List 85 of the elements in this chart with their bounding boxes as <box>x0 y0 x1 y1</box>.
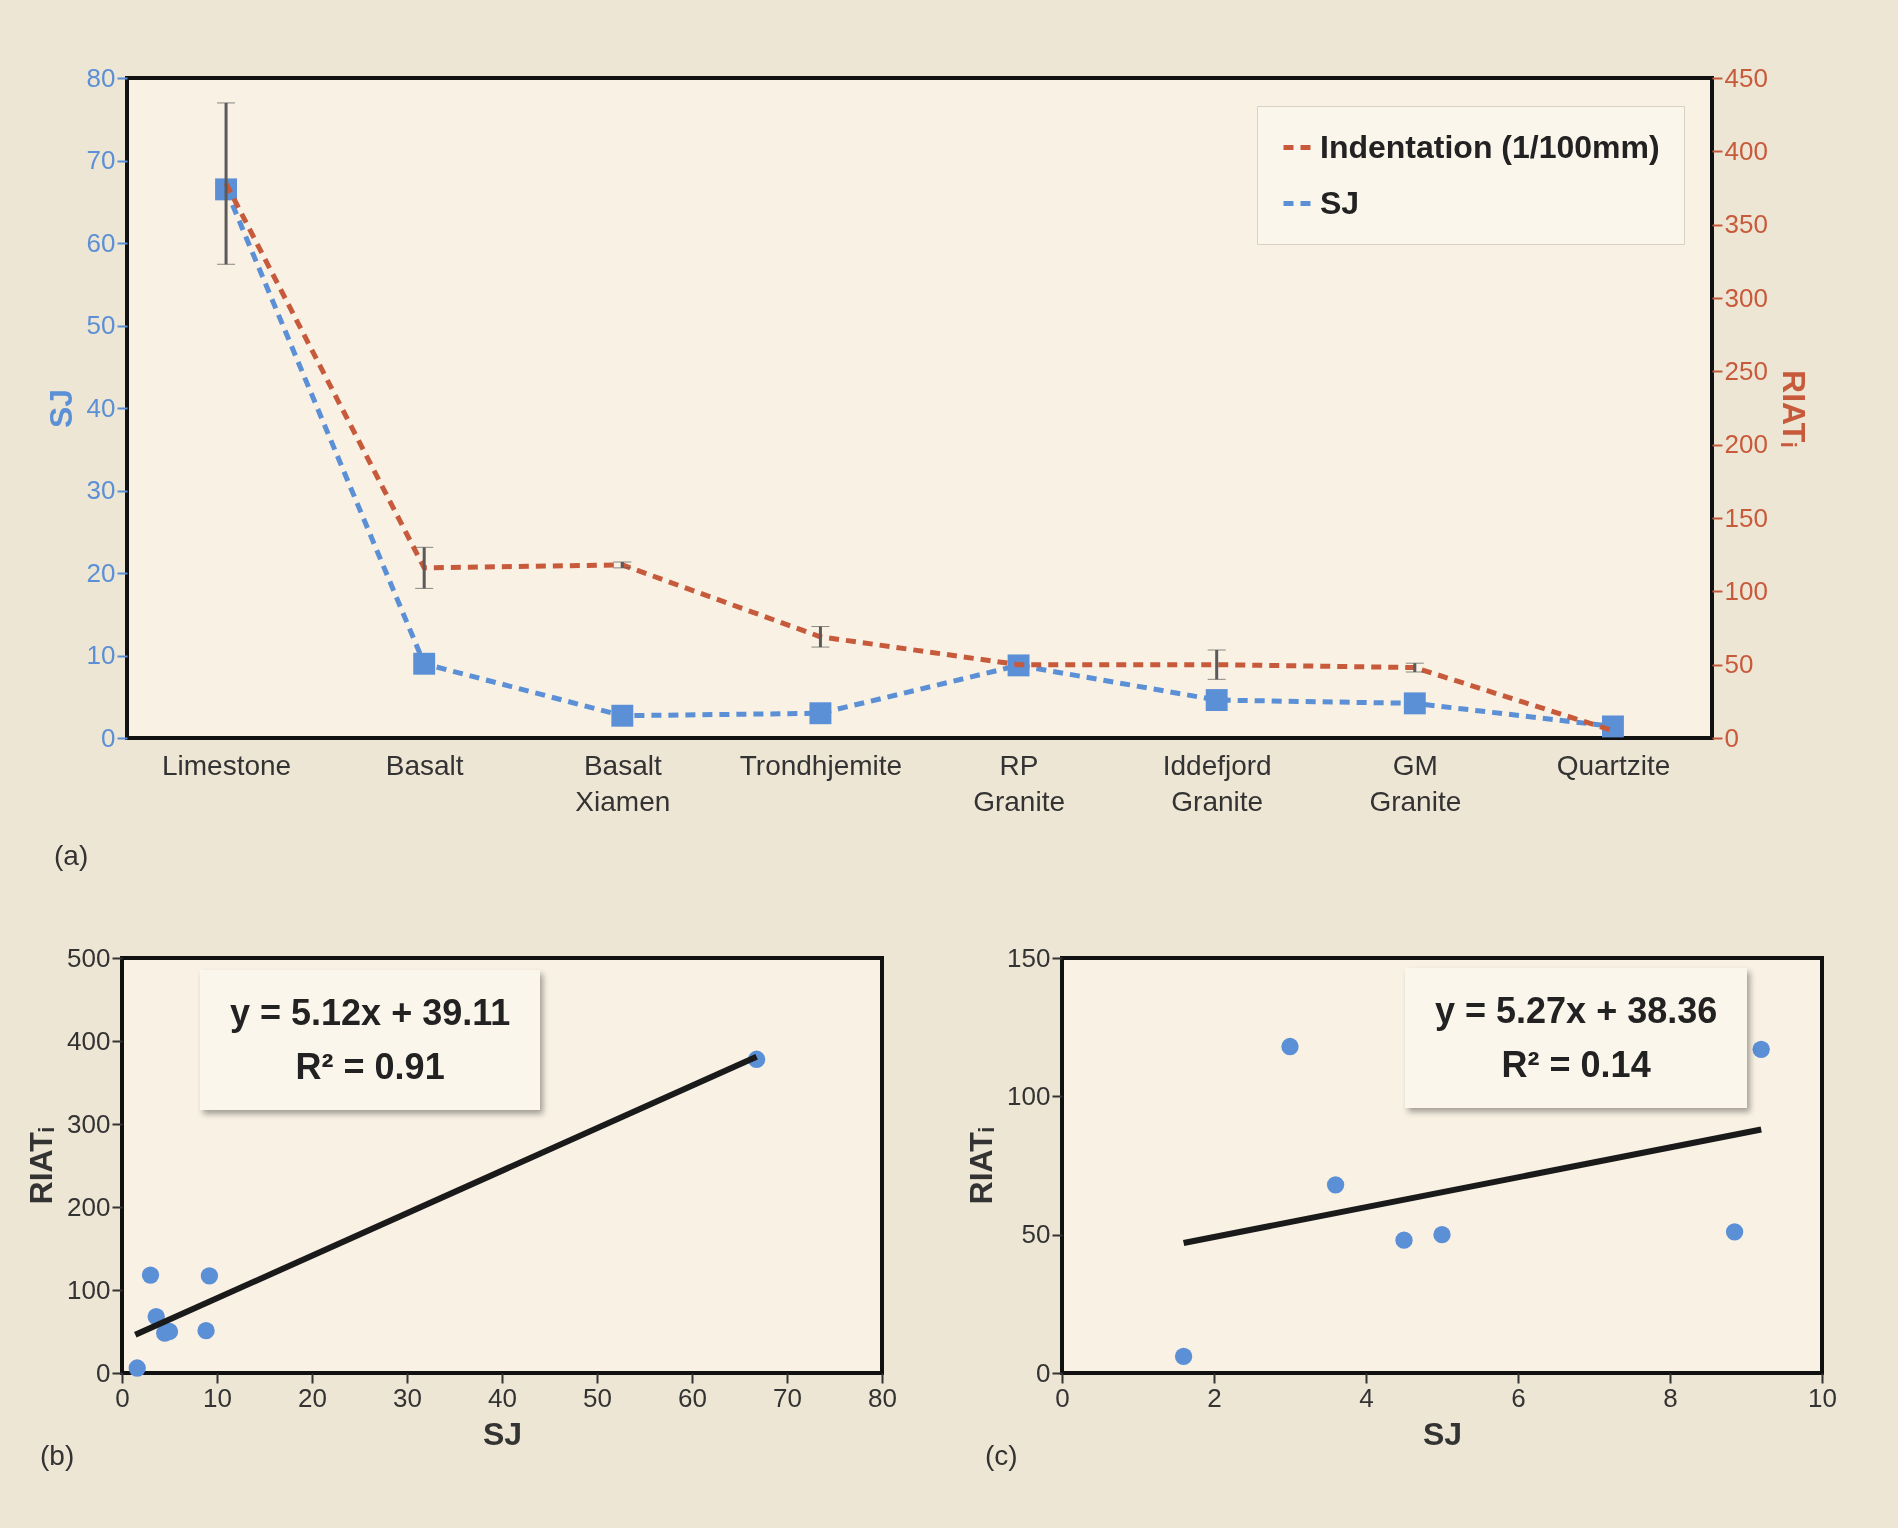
x-tick-label: 80 <box>868 1382 897 1413</box>
x-axis-title: SJ <box>1422 1415 1463 1452</box>
point <box>1725 1223 1744 1241</box>
point <box>1281 1037 1299 1056</box>
x-tick-label: 4 <box>1359 1382 1374 1413</box>
y-tick-label: 60 <box>86 227 116 258</box>
y-tick-label: 20 <box>86 557 116 588</box>
y2-tick-label: 200 <box>1724 429 1768 460</box>
y-tick-label: 40 <box>86 392 116 423</box>
y2-tick-label: 400 <box>1724 135 1768 166</box>
point <box>1403 692 1426 715</box>
x-tick-label: 30 <box>393 1382 422 1413</box>
point <box>1326 1176 1345 1194</box>
x-tick-label: 8 <box>1663 1382 1678 1413</box>
y2-tick-label: 100 <box>1724 575 1768 606</box>
legend-label: SJ <box>1320 184 1360 221</box>
y2-tick-label: 250 <box>1724 355 1768 386</box>
x-tick-label: 50 <box>583 1382 612 1413</box>
point <box>141 1266 160 1284</box>
x-tick-label: Quartzite <box>1556 749 1671 781</box>
y-tick-label: 0 <box>101 722 116 753</box>
y-tick-label: 0 <box>1036 1357 1051 1388</box>
y-tick-label: 150 <box>1007 942 1051 973</box>
y2-tick-label: 50 <box>1724 649 1754 680</box>
y-tick-label: 500 <box>67 942 111 973</box>
point <box>197 1322 215 1340</box>
text: (b) <box>40 1440 75 1472</box>
equation-box: y = 5.27x + 38.36 R² = 0.14 <box>1405 968 1748 1108</box>
y-tick-label: 100 <box>67 1274 111 1305</box>
point <box>200 1267 219 1285</box>
point <box>1205 689 1228 711</box>
x-tick-label: GM Granite <box>1369 749 1462 817</box>
y2-tick-label: 300 <box>1724 282 1768 313</box>
text: (a) <box>54 840 89 872</box>
point <box>1601 715 1624 738</box>
x-tick-label: 10 <box>1808 1382 1837 1413</box>
y2-tick-label: 350 <box>1724 209 1768 240</box>
y-tick-label: 80 <box>86 62 116 93</box>
point <box>128 1359 146 1377</box>
y-tick-label: 400 <box>67 1025 111 1056</box>
x-tick-label: Basalt Xiamen <box>575 749 671 817</box>
point <box>1433 1226 1451 1244</box>
point <box>413 652 436 675</box>
annotation: y = 5.27x + 38.36 <box>1435 989 1718 1033</box>
y-tick-label: 300 <box>67 1108 111 1139</box>
point <box>809 702 832 725</box>
y2-axis-title: RIATᵢ <box>1775 370 1812 447</box>
y-tick-label: 50 <box>1021 1219 1051 1250</box>
y-tick-label: 70 <box>86 145 116 175</box>
x-tick-label: 0 <box>1055 1382 1070 1413</box>
x-tick-label: 40 <box>488 1382 517 1413</box>
equation-box: y = 5.12x + 39.11 R² = 0.91 <box>200 970 541 1110</box>
point <box>1395 1231 1413 1249</box>
y-tick-label: 0 <box>96 1357 111 1388</box>
annotation: y = 5.12x + 39.11 <box>230 991 511 1035</box>
legend-label: Indentation (1/100mm) <box>1320 128 1660 165</box>
point <box>1174 1347 1193 1366</box>
x-tick-label: RP Granite <box>973 749 1065 817</box>
x-tick-label: Limestone <box>161 749 292 781</box>
point <box>1752 1040 1770 1058</box>
x-tick-label: Iddefjord Granite <box>1162 749 1272 817</box>
y-axis-title: RIATᵢ <box>23 1127 60 1205</box>
x-axis-title: SJ <box>482 1415 523 1452</box>
y-axis-title: SJ <box>42 388 79 429</box>
x-tick-label: 6 <box>1511 1382 1526 1413</box>
annotation: R² = 0.14 <box>1500 1043 1652 1087</box>
x-tick-label: 10 <box>203 1382 232 1413</box>
point <box>611 704 634 727</box>
y-tick-label: 10 <box>86 640 116 670</box>
x-tick-label: 2 <box>1207 1382 1222 1413</box>
y-axis-title: RIATᵢ <box>963 1127 1000 1205</box>
y-tick-label: 200 <box>67 1191 111 1222</box>
y2-tick-label: 0 <box>1724 722 1739 753</box>
x-tick-label: 20 <box>298 1382 327 1413</box>
text: (c) <box>985 1440 1018 1472</box>
annotation: R² = 0.91 <box>294 1045 446 1089</box>
y-tick-label: 100 <box>1007 1080 1051 1111</box>
y2-tick-label: 450 <box>1724 62 1768 93</box>
x-tick-label: Trondhjemite <box>739 749 903 781</box>
x-tick-label: Basalt <box>385 749 464 781</box>
y2-tick-label: 150 <box>1724 502 1768 533</box>
x-tick-label: 60 <box>678 1382 707 1413</box>
y-tick-label: 50 <box>86 310 116 340</box>
x-tick-label: 70 <box>773 1382 802 1413</box>
y-tick-label: 30 <box>86 475 116 505</box>
